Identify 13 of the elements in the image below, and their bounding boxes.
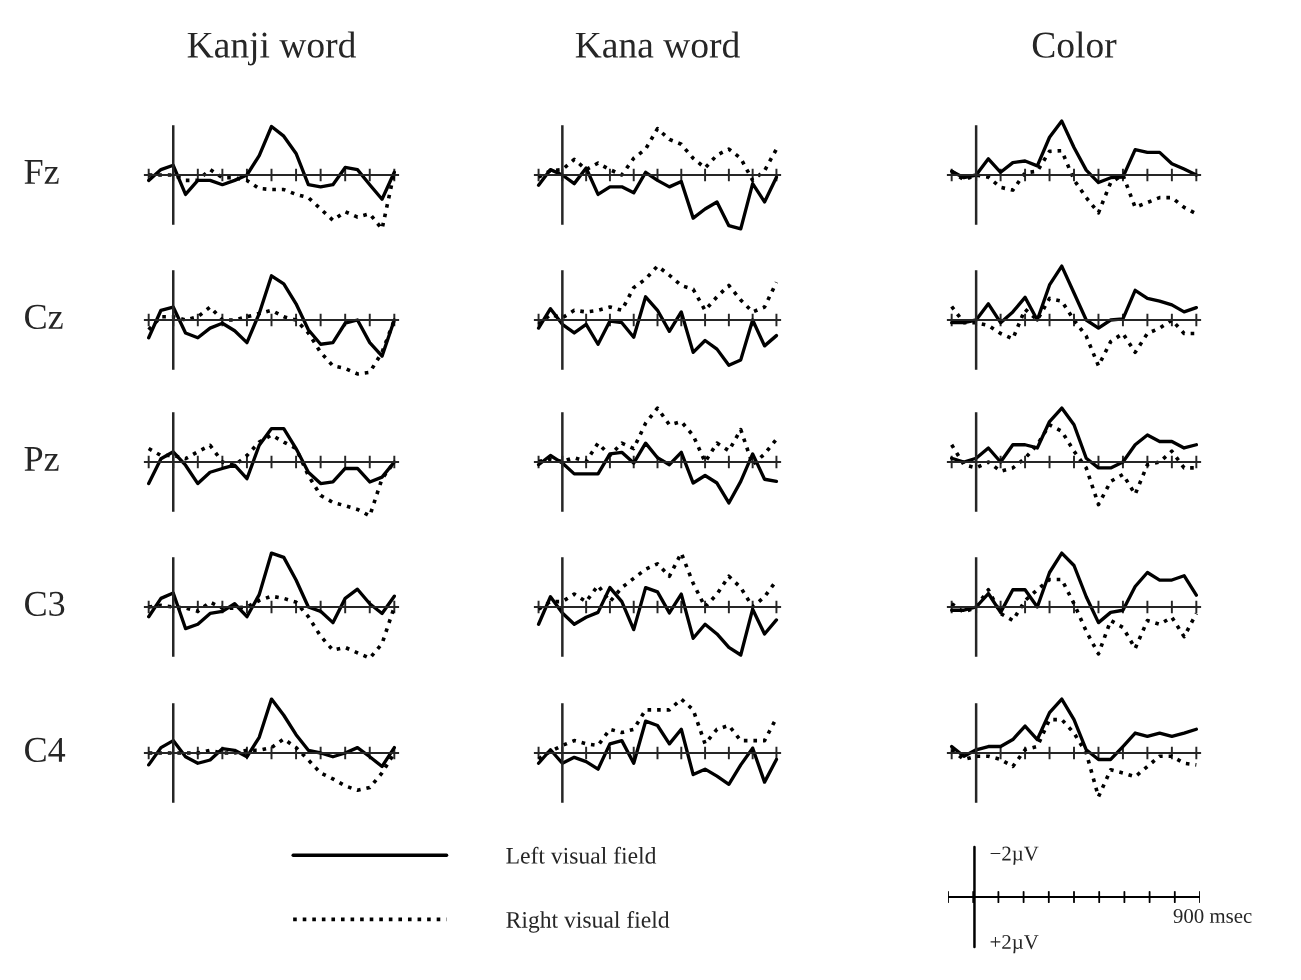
text: 900 msec [1173,908,1252,924]
y-axis-title: C4 [25,737,66,763]
text: −2µV [990,846,1039,865]
text: Left visual field [506,846,657,864]
chart-title: Color [1032,31,1117,58]
y-axis-title: Fz [24,160,59,184]
chart-title: Kanji word [187,31,356,66]
y-axis-title: Pz [24,447,59,471]
text: +2µV [990,935,1039,954]
y-axis-title: Cz [25,304,63,330]
y-axis-title: C3 [25,591,65,617]
chart-title: Kana word [575,31,740,58]
text: Right visual field [506,911,670,933]
